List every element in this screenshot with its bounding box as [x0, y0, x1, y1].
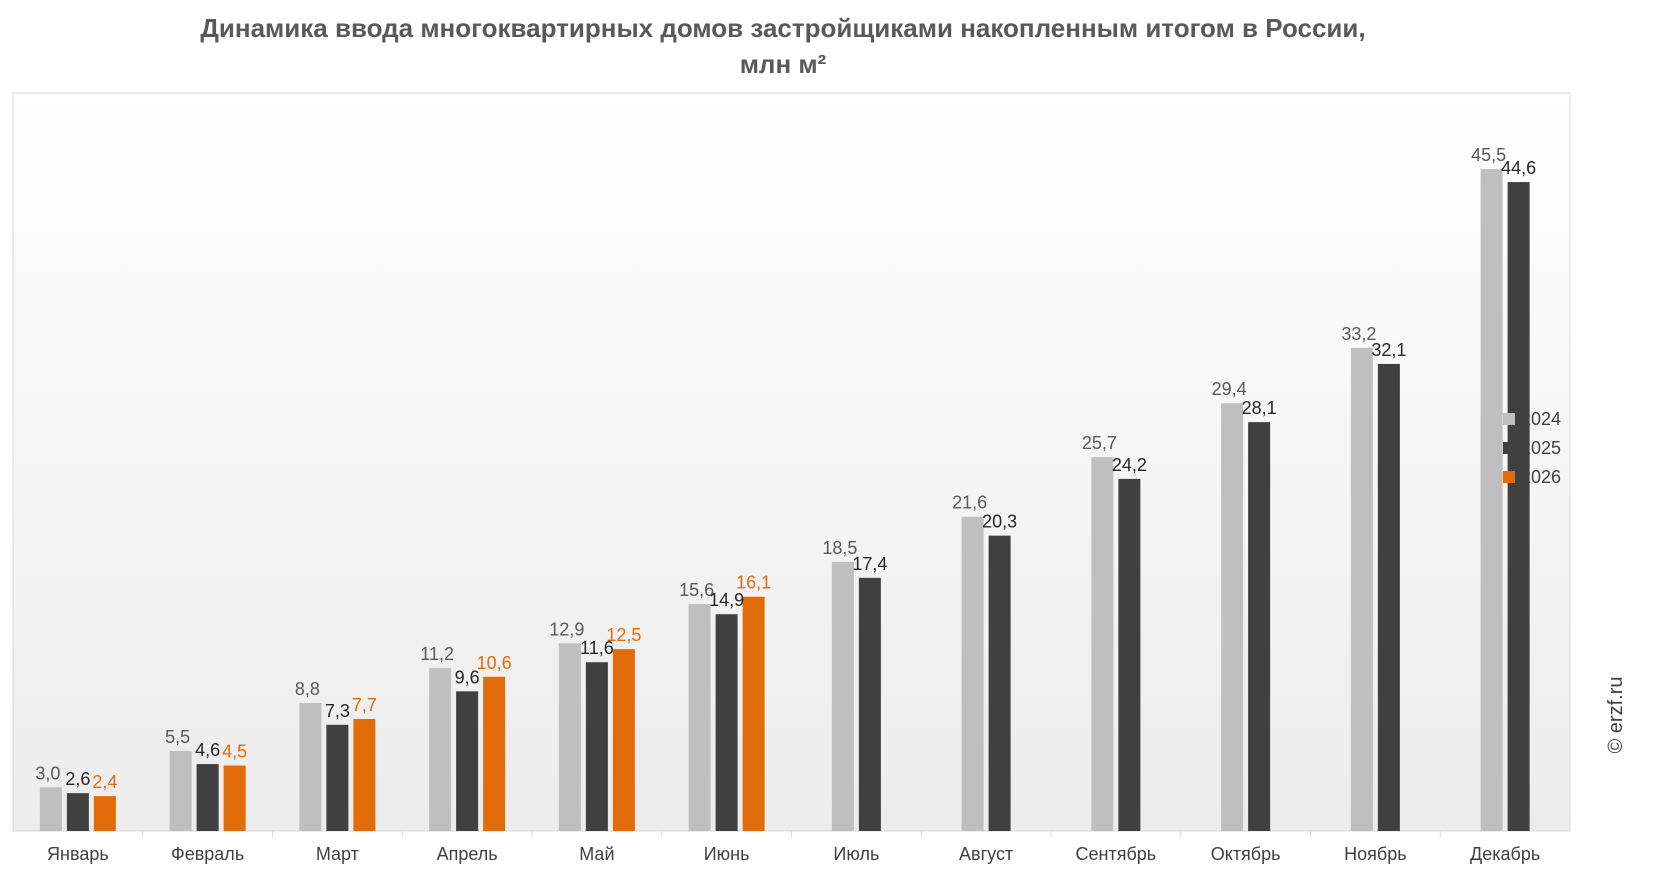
- bar-2026-1: [93, 796, 116, 831]
- bar-2026-6: [742, 596, 765, 831]
- bar-2024-1: [39, 787, 62, 831]
- x-tick-label-10: Октябрь: [1211, 844, 1281, 864]
- legend-swatch-2024: [1503, 413, 1515, 425]
- data-label-2025-9: 24,2: [1112, 455, 1147, 475]
- data-label-2026-6: 16,1: [736, 573, 771, 593]
- x-tick-label-12: Декабрь: [1470, 844, 1540, 864]
- data-label-2024-5: 12,9: [549, 619, 584, 639]
- bar-2026-5: [612, 649, 635, 831]
- chart-title: Динамика ввода многоквартирных домов зас…: [200, 13, 1366, 79]
- legend: 2024 2025 2026: [1503, 409, 1561, 487]
- bar-2026-2: [223, 765, 246, 831]
- data-label-2025-5: 11,6: [580, 638, 614, 658]
- legend-label-2024: 2024: [1521, 409, 1561, 429]
- bar-2024-12: [1480, 168, 1503, 832]
- data-label-2025-2: 4,6: [195, 740, 220, 760]
- bar-2025-2: [196, 764, 219, 831]
- data-label-2025-6: 14,9: [709, 590, 744, 610]
- data-label-2024-9: 25,7: [1082, 433, 1117, 453]
- watermark-text: © erzf.ru: [1605, 676, 1627, 754]
- x-tick-label-5: Май: [579, 844, 614, 864]
- data-label-2024-6: 15,6: [679, 580, 714, 600]
- data-label-2024-7: 18,5: [822, 538, 857, 558]
- data-label-2024-10: 29,4: [1212, 379, 1247, 399]
- bar-2024-11: [1350, 347, 1373, 831]
- data-label-2026-4: 10,6: [477, 653, 512, 673]
- bar-2025-7: [858, 577, 881, 831]
- data-label-2024-1: 3,0: [35, 763, 60, 783]
- legend-swatch-2026: [1503, 471, 1515, 483]
- bar-2024-2: [169, 750, 192, 831]
- data-label-2026-5: 12,5: [606, 625, 641, 645]
- bar-2026-4: [483, 676, 506, 831]
- data-label-2026-1: 2,4: [92, 772, 117, 792]
- x-tick-label-7: Июль: [833, 844, 879, 864]
- data-label-2024-11: 33,2: [1341, 324, 1376, 344]
- data-label-2024-3: 8,8: [295, 679, 320, 699]
- x-tick-label-2: Февраль: [171, 844, 244, 864]
- data-label-2024-8: 21,6: [952, 493, 987, 513]
- bar-2025-5: [585, 662, 608, 831]
- bar-2025-8: [988, 535, 1011, 831]
- data-label-2025-1: 2,6: [65, 769, 90, 789]
- x-tick-label-1: Январь: [47, 844, 109, 864]
- plot-area: [12, 92, 1571, 832]
- data-label-2026-2: 4,5: [222, 742, 247, 762]
- bar-2024-10: [1221, 403, 1244, 831]
- bar-2024-6: [688, 604, 711, 831]
- bar-2025-11: [1377, 363, 1400, 831]
- x-tick-label-3: Март: [316, 844, 359, 864]
- x-tick-label-6: Июнь: [704, 844, 750, 864]
- data-label-2025-10: 28,1: [1242, 398, 1277, 418]
- bar-2026-3: [353, 718, 376, 831]
- legend-swatch-2025: [1503, 442, 1515, 454]
- x-tick-label-8: Август: [959, 844, 1013, 864]
- x-tick-label-4: Апрель: [437, 844, 498, 864]
- bar-2024-3: [299, 702, 322, 831]
- bar-2025-3: [326, 724, 349, 831]
- data-label-2025-3: 7,3: [325, 701, 350, 721]
- data-label-2025-12: 44,6: [1501, 158, 1536, 178]
- bar-2025-1: [66, 793, 89, 831]
- data-label-2026-3: 7,7: [352, 695, 377, 715]
- bar-2024-7: [831, 561, 854, 831]
- legend-label-2025: 2025: [1521, 438, 1561, 458]
- bar-2025-6: [715, 614, 738, 831]
- bar-2025-12: [1507, 182, 1530, 831]
- bar-2025-9: [1118, 478, 1141, 831]
- data-label-2024-4: 11,2: [420, 644, 454, 664]
- bar-2024-8: [961, 516, 984, 831]
- data-label-2025-8: 20,3: [982, 512, 1017, 532]
- bar-2024-4: [429, 668, 452, 831]
- data-label-2025-11: 32,1: [1371, 340, 1406, 360]
- x-tick-label-9: Сентябрь: [1076, 844, 1157, 864]
- x-tick-label-11: Ноябрь: [1344, 844, 1406, 864]
- data-label-2025-7: 17,4: [852, 554, 887, 574]
- bar-2024-9: [1091, 457, 1114, 831]
- bar-2025-4: [456, 691, 479, 831]
- data-label-2025-4: 9,6: [455, 667, 480, 687]
- bar-2024-5: [558, 643, 581, 831]
- data-label-2024-12: 45,5: [1471, 145, 1506, 165]
- bar-2025-10: [1248, 422, 1271, 831]
- legend-label-2026: 2026: [1521, 467, 1561, 487]
- data-label-2024-2: 5,5: [165, 727, 190, 747]
